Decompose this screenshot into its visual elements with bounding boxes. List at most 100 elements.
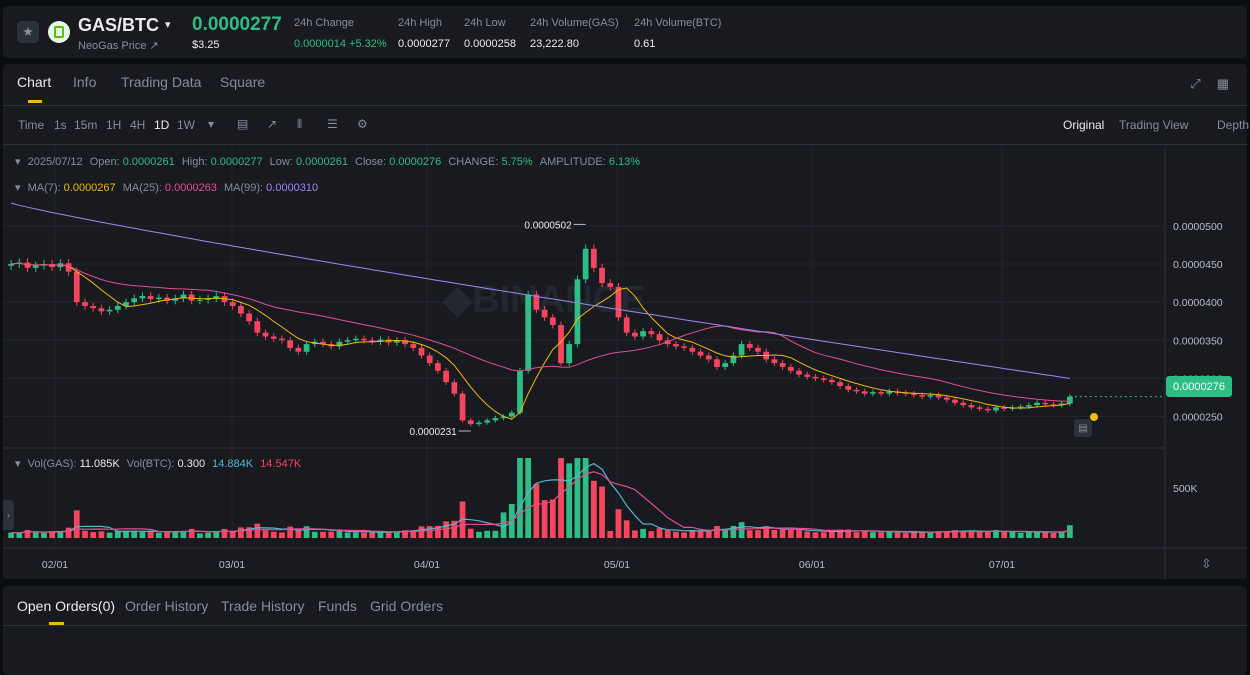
stat-24h-change: 24h Change 0.0000014 +5.32% <box>294 17 387 50</box>
volume-bar <box>623 520 630 538</box>
more-intervals-caret-icon[interactable]: ▾ <box>208 117 215 131</box>
view-trading-view[interactable]: Trading View <box>1119 118 1189 132</box>
coin-price-link[interactable]: NeoGas Price ↗ <box>78 40 159 52</box>
layout-grid-icon[interactable]: ▦ <box>1216 76 1229 91</box>
volume-bar <box>911 532 917 538</box>
candle-body <box>853 389 860 392</box>
candle-body <box>336 341 343 347</box>
tab-order-history[interactable]: Order History <box>125 598 209 614</box>
x-tick-label: 03/01 <box>219 559 245 571</box>
expand-icon[interactable]: ⤢ <box>1190 76 1201 91</box>
price-chart[interactable]: ◆BINANCE0.00005000.00004500.00004000.000… <box>3 64 1247 579</box>
candle-body <box>730 355 737 364</box>
change-label: CHANGE: <box>448 156 499 168</box>
candle-body <box>664 340 671 345</box>
collapse-caret-icon[interactable]: ▾ <box>15 458 21 470</box>
collapse-caret-icon[interactable]: ▾ <box>15 156 21 168</box>
volume-bar <box>484 530 491 538</box>
candle-body <box>65 263 72 272</box>
interval-4h[interactable]: 4H <box>130 118 146 132</box>
volume-bar <box>410 530 417 538</box>
interval-1w[interactable]: 1W <box>177 118 195 132</box>
volume-bar <box>829 531 835 538</box>
volume-bar <box>352 532 359 538</box>
volume-bar <box>82 530 88 538</box>
candle-body <box>870 392 876 394</box>
tab-info[interactable]: Info <box>73 74 97 90</box>
info-date: 2025/07/12 <box>27 156 83 168</box>
tab-trading-data[interactable]: Trading Data <box>121 74 202 90</box>
tab-trade-history[interactable]: Trade History <box>221 598 305 614</box>
volume-bar <box>714 526 720 538</box>
chart-toolbar: Time 1s 15m 1H 4H 1D 1W ▾ ▤ ↗ ⫴ ☰ ⚙ Orig… <box>3 106 1250 142</box>
tab-open-orders[interactable]: Open Orders(0) <box>17 598 116 614</box>
ma7-line <box>11 262 1070 420</box>
amplitude-value: 6.13% <box>608 156 641 168</box>
calendar-icon[interactable]: ▤ <box>237 117 249 131</box>
volume-bar <box>886 531 893 538</box>
volume-bar <box>41 532 47 538</box>
candle-body <box>197 299 203 301</box>
tab-square[interactable]: Square <box>220 74 266 90</box>
candle-body <box>845 386 852 390</box>
caret-down-icon[interactable]: ▾ <box>165 19 171 31</box>
stat-value: 23,222.80 <box>530 38 579 50</box>
volume-bar <box>369 532 376 538</box>
volume-bar <box>287 526 294 538</box>
candle-body <box>517 370 523 413</box>
candle-body <box>180 294 187 299</box>
pair-selector[interactable]: GAS/BTC <box>78 15 159 35</box>
drawing-tools-icon[interactable]: ☰ <box>327 117 338 131</box>
volume-bar <box>16 532 23 538</box>
volume-bar <box>467 528 474 538</box>
volume-bar <box>673 531 679 538</box>
vol-ma1-line <box>11 462 1070 534</box>
divider <box>3 105 1247 106</box>
collapse-caret-icon[interactable]: ▾ <box>15 182 21 194</box>
indicators-icon[interactable]: ↗ <box>267 117 278 131</box>
interval-time[interactable]: Time <box>18 118 45 132</box>
live-dot <box>1090 413 1098 421</box>
order-book-doc-icon[interactable]: ▤ <box>1074 419 1092 437</box>
favorite-star-button[interactable]: ★ <box>17 21 39 43</box>
candle-body <box>779 363 786 367</box>
y-tick-label: 0.0000350 <box>1173 335 1223 347</box>
amplitude-label: AMPLITUDE: <box>539 156 606 168</box>
view-original[interactable]: Original <box>1063 118 1105 132</box>
interval-1d[interactable]: 1D <box>154 118 170 132</box>
tab-grid-orders[interactable]: Grid Orders <box>370 598 444 614</box>
candle-body <box>90 305 97 309</box>
candle-body <box>295 347 302 352</box>
tab-funds[interactable]: Funds <box>318 598 357 614</box>
candle-body <box>714 359 720 367</box>
volume-bar <box>254 523 261 538</box>
y-tick-label: 0.0000250 <box>1173 412 1223 424</box>
interval-1s[interactable]: 1s <box>54 118 67 132</box>
candle-body <box>911 393 917 396</box>
interval-15m[interactable]: 15m <box>74 118 98 132</box>
expand-side-handle[interactable]: › <box>3 500 14 530</box>
low-marker-label: 0.0000231 <box>409 427 457 438</box>
candle-type-icon[interactable]: ⫴ <box>297 117 303 131</box>
candle-body <box>746 344 753 348</box>
y-tick-label: 0.0000500 <box>1173 221 1223 233</box>
candle-body <box>820 378 827 380</box>
view-depth[interactable]: Depth <box>1217 118 1250 132</box>
tab-chart[interactable]: Chart <box>17 74 52 90</box>
candle-body <box>796 370 802 375</box>
volume-bar <box>681 532 688 538</box>
volume-bar <box>270 531 277 538</box>
volume-bar <box>771 530 778 538</box>
ma25-line <box>11 262 1070 402</box>
fit-screen-icon[interactable]: ⇳ <box>1201 556 1212 571</box>
high-value: 0.0000277 <box>210 156 263 168</box>
candle-body <box>418 347 425 356</box>
settings-gear-icon[interactable]: ⚙ <box>357 117 368 131</box>
candle-body <box>1034 402 1040 406</box>
candle-body <box>82 302 88 306</box>
stat-label: 24h Volume(BTC) <box>634 17 722 29</box>
candle-body <box>155 297 162 300</box>
ma25-label: MA(25): <box>122 182 162 194</box>
volume-bar <box>1001 532 1008 538</box>
interval-1h[interactable]: 1H <box>106 118 122 132</box>
